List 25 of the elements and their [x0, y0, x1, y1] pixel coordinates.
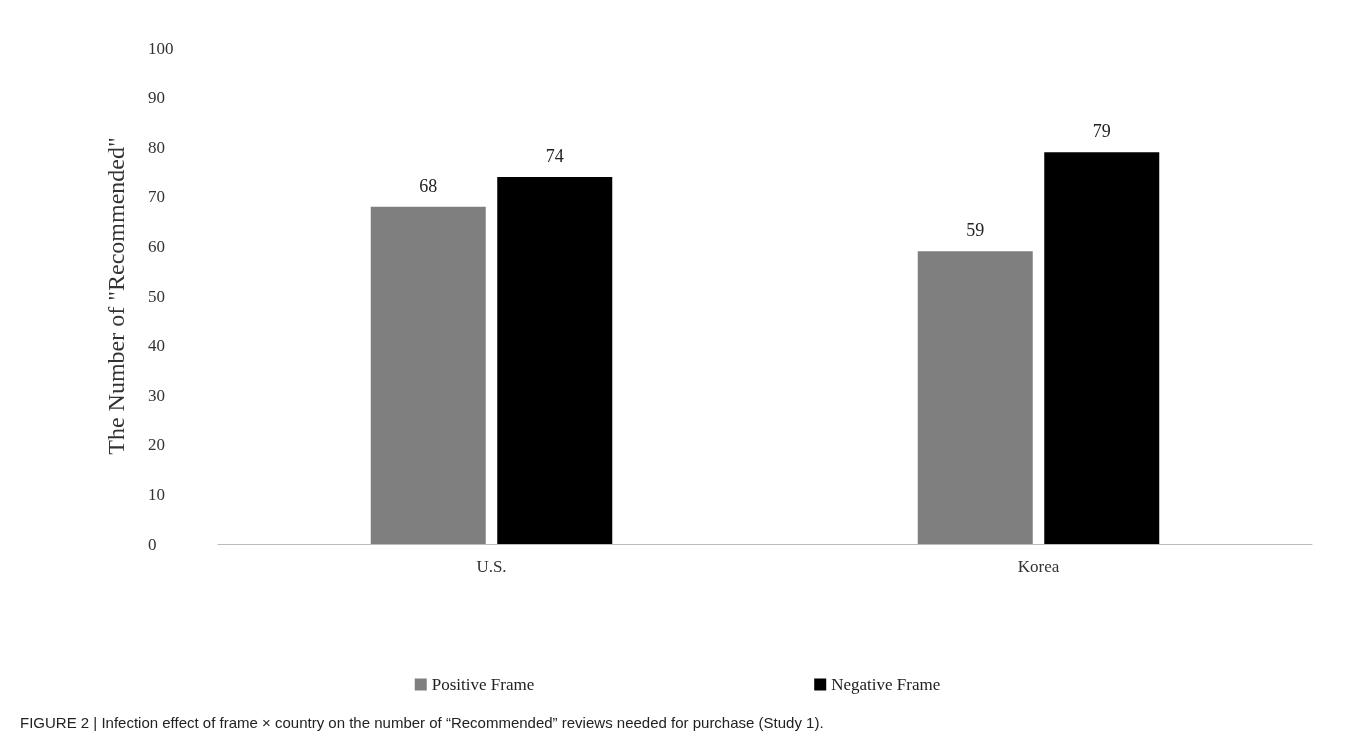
caption: FIGURE 2 | Infection effect of frame × country on the number of “Recommended” reviews needed for purchase (Study 1).: [20, 714, 824, 731]
data-label: 59: [966, 220, 985, 241]
y-tick-label: 20: [148, 435, 165, 455]
y-tick-label: 50: [148, 286, 165, 306]
bar: [497, 176, 613, 544]
bar: [370, 206, 486, 544]
y-tick-label: 70: [148, 187, 165, 207]
data-label: 68: [419, 175, 438, 196]
x-tick-label: U.S.: [476, 557, 507, 576]
bar: [917, 251, 1033, 544]
y-tick-label: 30: [148, 385, 165, 405]
y-axis-title: The Number of "Recommended": [103, 137, 129, 455]
legend-label: Positive Frame: [431, 675, 535, 694]
y-tick-label: 100: [148, 38, 174, 58]
bar: [1044, 152, 1160, 544]
y-tick-label: 90: [148, 88, 165, 108]
y-tick-label: 10: [148, 484, 165, 504]
y-tick-label: 60: [148, 236, 165, 256]
data-label: 79: [1092, 121, 1111, 142]
y-tick-label: 40: [148, 336, 165, 356]
data-label: 74: [545, 145, 564, 166]
y-tick-label: 0: [148, 534, 157, 554]
y-tick-label: 80: [148, 137, 165, 157]
legend-label: Negative Frame: [831, 675, 941, 694]
x-tick-label: Korea: [1017, 557, 1060, 576]
